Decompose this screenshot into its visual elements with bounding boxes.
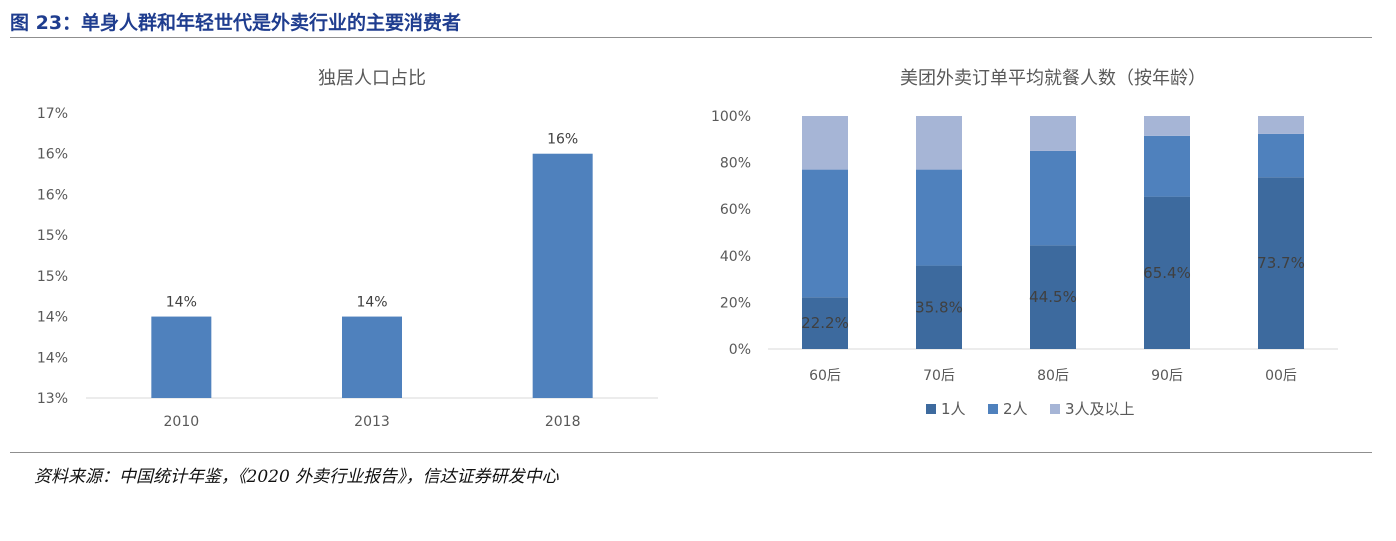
x-tick-label: 90后 <box>1151 368 1183 384</box>
legend-label: 1人 <box>941 400 966 418</box>
stack-segment <box>916 116 962 170</box>
y-tick-label: 14% <box>37 310 68 326</box>
y-tick-label: 13% <box>37 391 68 407</box>
y-tick-label: 16% <box>37 187 68 203</box>
source-note: 资料来源：中国统计年鉴，《2020 外卖行业报告》，信达证券研发中心 <box>34 462 559 487</box>
y-tick-label: 14% <box>37 350 68 366</box>
y-tick-label: 0% <box>729 342 751 358</box>
legend-swatch <box>1050 404 1060 414</box>
y-tick-label: 15% <box>37 269 68 285</box>
source-rule <box>10 452 1372 453</box>
legend-swatch <box>988 404 998 414</box>
bar <box>533 154 593 398</box>
legend-label: 3人及以上 <box>1065 400 1135 418</box>
data-label: 73.7% <box>1257 254 1305 272</box>
x-tick-label: 80后 <box>1037 368 1069 384</box>
y-tick-label: 20% <box>720 295 751 311</box>
data-label: 16% <box>547 132 578 148</box>
stack-segment <box>1030 116 1076 151</box>
stack-segment <box>1258 134 1304 177</box>
bar-chart-living-alone: 独居人口占比 17% 16% 16% 15% 15% 14% 14% 13% 14% 2010 14%… <box>0 40 680 450</box>
stack-segment <box>1030 151 1076 245</box>
stack-segment <box>802 116 848 170</box>
data-label: 44.5% <box>1029 288 1077 306</box>
x-tick-label: 2018 <box>545 414 581 430</box>
x-tick-label: 2013 <box>354 414 390 430</box>
title-rule <box>10 37 1372 38</box>
x-tick-label: 2010 <box>164 414 200 430</box>
y-tick-label: 60% <box>720 202 751 218</box>
data-label: 22.2% <box>801 314 849 332</box>
legend-swatch <box>926 404 936 414</box>
bar <box>151 317 211 398</box>
x-tick-label: 60后 <box>809 368 841 384</box>
stacked-bar-chart-diners: 美团外卖订单平均就餐人数（按年龄） 0% 20% 40% 60% 80% 100% 60后 70… <box>680 40 1376 450</box>
data-label: 14% <box>166 295 197 311</box>
stack-segment <box>802 170 848 298</box>
y-tick-label: 15% <box>37 228 68 244</box>
data-label: 35.8% <box>915 298 963 316</box>
stack-segment <box>1144 116 1190 136</box>
x-tick-label: 70后 <box>923 368 955 384</box>
data-label: 14% <box>356 295 387 311</box>
legend-label: 2人 <box>1003 400 1028 418</box>
y-tick-label: 17% <box>37 106 68 122</box>
bar <box>342 317 402 398</box>
stack-segment <box>1144 136 1190 197</box>
y-tick-label: 40% <box>720 249 751 265</box>
x-tick-label: 00后 <box>1265 368 1297 384</box>
figure-title: 图 23：单身人群和年轻世代是外卖行业的主要消费者 <box>10 8 461 35</box>
y-tick-label: 80% <box>720 156 751 172</box>
stack-segment <box>916 170 962 266</box>
data-label: 65.4% <box>1143 264 1191 282</box>
chart-title: 独居人口占比 <box>318 68 426 89</box>
chart-title: 美团外卖订单平均就餐人数（按年龄） <box>900 68 1206 89</box>
y-tick-label: 16% <box>37 147 68 163</box>
stack-segment <box>1258 116 1304 134</box>
y-tick-label: 100% <box>711 109 751 125</box>
